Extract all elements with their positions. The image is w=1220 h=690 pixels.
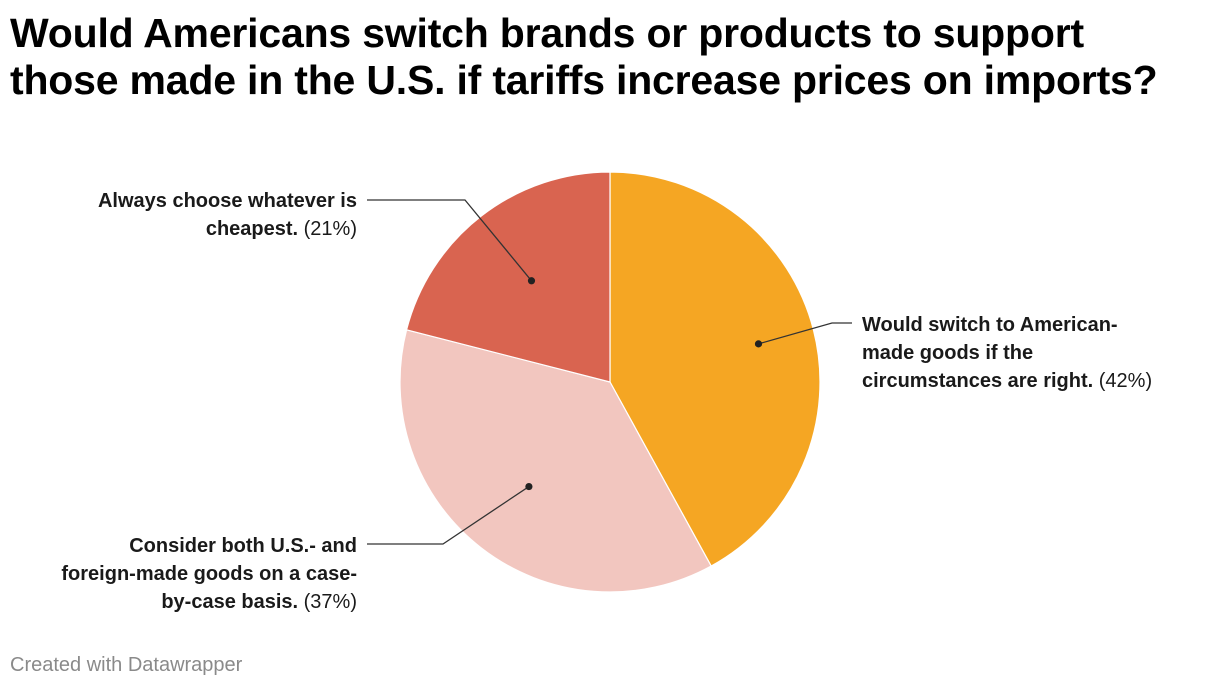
- slice-label-line: foreign-made goods on a case-: [61, 563, 357, 585]
- slice-percent: (37%): [298, 591, 357, 613]
- leader-dot: [754, 340, 763, 348]
- slice-label-line: cheapest. (21%): [206, 218, 357, 240]
- slice-labels: Would switch to American-made goods if t…: [61, 190, 1152, 613]
- slice-label: Always choose whatever is cheapest. (21%): [98, 190, 357, 240]
- slice-label-line: Always choose whatever is: [98, 190, 357, 212]
- label-leaders: [367, 199, 852, 545]
- pie-slice: [405, 171, 611, 383]
- leader-line: [367, 485, 530, 545]
- slice-label-line: Would switch to American-: [862, 314, 1118, 336]
- pie-slices: [399, 171, 821, 593]
- slice-percent: (42%): [1093, 370, 1152, 392]
- slice-percent: (21%): [298, 218, 357, 240]
- slice-label-line: circumstances are right. (42%): [862, 370, 1152, 392]
- slice-label: Would switch to American-made goods if t…: [862, 314, 1152, 392]
- slice-label: Consider both U.S.- and foreign-made good…: [61, 535, 357, 613]
- slice-label-line: made goods if the: [862, 342, 1033, 364]
- chart-title: Would Americans switch brands or product…: [10, 10, 1158, 103]
- pie-slice: [399, 329, 712, 593]
- leader-dot: [525, 482, 533, 491]
- pie-slice: [609, 171, 821, 567]
- leader-dot: [527, 277, 536, 285]
- leader-line: [367, 199, 532, 282]
- slice-label-line: Consider both U.S.- and: [129, 535, 357, 557]
- credit-footer: Created with Datawrapper: [10, 654, 243, 676]
- slice-label-line: by-case basis. (37%): [161, 591, 357, 613]
- leader-line: [758, 322, 852, 345]
